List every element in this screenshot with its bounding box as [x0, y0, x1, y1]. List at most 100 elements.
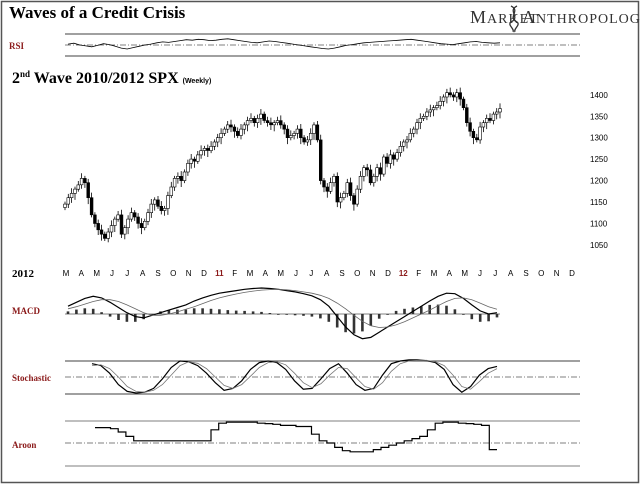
candle-body	[289, 135, 293, 139]
candle-body	[448, 92, 452, 96]
candle-body	[435, 105, 439, 108]
month-tick-label: J	[125, 269, 129, 278]
aroon-line	[95, 421, 497, 453]
macd-histogram-bar	[403, 308, 406, 314]
candle-body	[113, 218, 117, 226]
candle-body	[139, 223, 144, 228]
price-tick-label: 1050	[590, 241, 608, 250]
candle-body	[358, 176, 363, 190]
candle-body	[428, 109, 432, 113]
candle-body	[312, 124, 316, 134]
candle-body	[226, 124, 230, 130]
candle-body	[401, 141, 406, 147]
macd-histogram-bar	[285, 314, 288, 315]
candle-body	[262, 113, 266, 121]
month-tick-label: N	[554, 269, 560, 278]
macd-histogram-bar	[495, 314, 499, 318]
candle-body	[494, 111, 499, 115]
candle-body	[182, 171, 187, 181]
month-tick-label: F	[232, 269, 237, 278]
candle-body	[275, 120, 280, 123]
macd-histogram-bar	[302, 314, 305, 316]
month-tick-label: J	[294, 269, 298, 278]
dna-helix-icon	[509, 5, 519, 33]
macd-histogram-bar	[66, 311, 70, 314]
candle-body	[126, 218, 130, 229]
macd-label: MACD	[12, 306, 40, 316]
aroon-panel: Aroon	[12, 420, 580, 467]
candle-body	[438, 101, 442, 106]
candle-body	[431, 107, 436, 111]
candle-body	[348, 182, 353, 196]
candle-body	[335, 176, 339, 203]
candle-body	[398, 146, 403, 154]
candle-body	[372, 176, 376, 184]
brand-right: ANTHROPOLOGY	[522, 7, 640, 27]
candle-body	[255, 118, 260, 124]
month-tick-label: N	[186, 269, 192, 278]
candle-body	[159, 206, 163, 211]
candle-body	[99, 229, 104, 235]
macd-histogram-bar	[100, 312, 103, 314]
macd-histogram-bar	[428, 304, 431, 314]
candle-body	[259, 113, 263, 119]
candle-body	[405, 139, 409, 143]
candle-body	[345, 182, 349, 194]
month-tick-label: D	[569, 269, 575, 278]
price-tick-label: 1100	[590, 219, 608, 228]
candle-body	[106, 231, 110, 239]
brand-left-initial: M	[470, 7, 487, 27]
macd-histogram-bar	[293, 314, 297, 316]
macd-histogram-bar	[234, 310, 238, 314]
candle-body	[465, 107, 469, 123]
macd-histogram-bar	[478, 314, 482, 322]
rsi-line	[67, 38, 501, 50]
candle-body	[242, 124, 246, 130]
candle-body	[315, 124, 320, 141]
candle-body	[415, 122, 419, 130]
candle-body	[375, 167, 379, 177]
rsi-series	[67, 38, 501, 50]
macd-histogram-bar	[260, 311, 263, 314]
macd-histogram-bar	[218, 309, 221, 314]
month-tick-label: M	[247, 269, 254, 278]
candle-body	[236, 131, 240, 136]
candle-body	[162, 208, 167, 211]
month-tick-label: J	[309, 269, 313, 278]
candle-body	[265, 120, 270, 123]
macd-histogram-bar	[91, 308, 95, 314]
month-tick-label: M	[63, 269, 70, 278]
candle-body	[285, 128, 290, 139]
month-tick-label: D	[201, 269, 207, 278]
rsi-panel: RSI	[9, 33, 580, 57]
candle-body	[179, 176, 183, 181]
macd-histogram-bar	[445, 305, 448, 314]
candle-body	[216, 137, 220, 143]
brand-left-rest: ARKET	[487, 12, 539, 27]
candle-body	[478, 126, 482, 141]
macd-histogram-bar	[108, 314, 112, 317]
candle-body	[156, 199, 160, 207]
candle-body	[149, 203, 153, 214]
chart-subtitle: 2nd Wave 2010/2012 SPX (Weekly)	[12, 69, 211, 87]
macd-histogram-bar	[386, 314, 389, 315]
candle-body	[93, 214, 97, 224]
candle-body	[166, 195, 170, 209]
candle-body	[63, 203, 67, 208]
price-axis: 1400 1350 1300 1250 1200 1150 1100 1050	[590, 91, 608, 250]
candle-body	[365, 167, 369, 171]
month-tick-label: A	[508, 269, 514, 278]
candle-body	[408, 133, 412, 141]
month-tick-label: S	[523, 269, 528, 278]
stochastic-panel: Stochastic	[12, 359, 580, 395]
candle-body	[332, 176, 336, 184]
candle-body	[123, 227, 127, 235]
page-title: Waves of a Credit Crisis	[9, 3, 186, 22]
macd-histogram-bar	[420, 306, 423, 314]
month-tick-label: M	[93, 269, 100, 278]
price-tick-label: 1250	[590, 155, 608, 164]
candle-body	[146, 212, 150, 222]
candle-body	[245, 120, 250, 126]
candle-body	[76, 184, 81, 190]
